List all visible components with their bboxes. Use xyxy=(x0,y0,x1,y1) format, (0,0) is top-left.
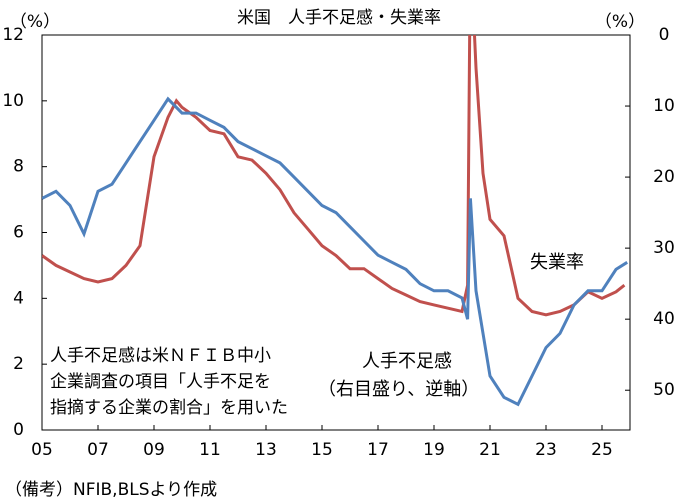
plot-frame xyxy=(41,34,631,431)
y-tick-label: 4 xyxy=(13,288,24,308)
x-tick-label: 19 xyxy=(423,440,445,460)
annotation: 企業調査の項目「人手不足を xyxy=(50,372,271,392)
y-tick-label: 2 xyxy=(13,354,24,374)
y-tick-label: 12 xyxy=(2,25,24,45)
y-tick-label: 6 xyxy=(13,223,24,243)
y2-tick-label: 50 xyxy=(653,380,675,400)
y2-unit: （%） xyxy=(595,12,645,32)
x-tick-label: 13 xyxy=(255,440,277,460)
annotation: 人手不足感は米ＮＦＩＢ中小 xyxy=(50,346,271,366)
annotation: 指摘する企業の割合」を用いた xyxy=(50,398,288,418)
y-tick-label: 10 xyxy=(2,91,24,111)
x-tick-label: 15 xyxy=(311,440,333,460)
y2-tick-label: 10 xyxy=(653,96,675,116)
x-tick-label: 23 xyxy=(535,440,557,460)
x-tick-label: 17 xyxy=(367,440,389,460)
x-tick-label: 05 xyxy=(31,440,53,460)
x-tick-label: 07 xyxy=(87,440,109,460)
series-line xyxy=(42,96,629,407)
y2-tick-label: 0 xyxy=(659,25,670,45)
legend-label: 失業率 xyxy=(530,252,584,273)
x-tick-label: 11 xyxy=(199,440,221,460)
series-line xyxy=(42,35,626,317)
x-tick-label: 25 xyxy=(591,440,613,460)
y-tick-label: 0 xyxy=(13,420,24,440)
y2-tick-label: 40 xyxy=(653,309,675,329)
legend-note: （右目盛り、逆軸） xyxy=(318,379,479,400)
y-tick-label: 8 xyxy=(13,157,24,177)
x-tick-label: 09 xyxy=(143,440,165,460)
x-tick-label: 21 xyxy=(479,440,501,460)
chart-title: 米国 人手不足感・失業率 xyxy=(237,8,441,28)
legend-label: 人手不足感 xyxy=(362,351,452,372)
source: （備考）NFIB,BLSより作成 xyxy=(5,480,217,500)
y-unit: （%） xyxy=(10,12,60,32)
y2-tick-label: 30 xyxy=(653,238,675,258)
y2-tick-label: 20 xyxy=(653,167,675,187)
